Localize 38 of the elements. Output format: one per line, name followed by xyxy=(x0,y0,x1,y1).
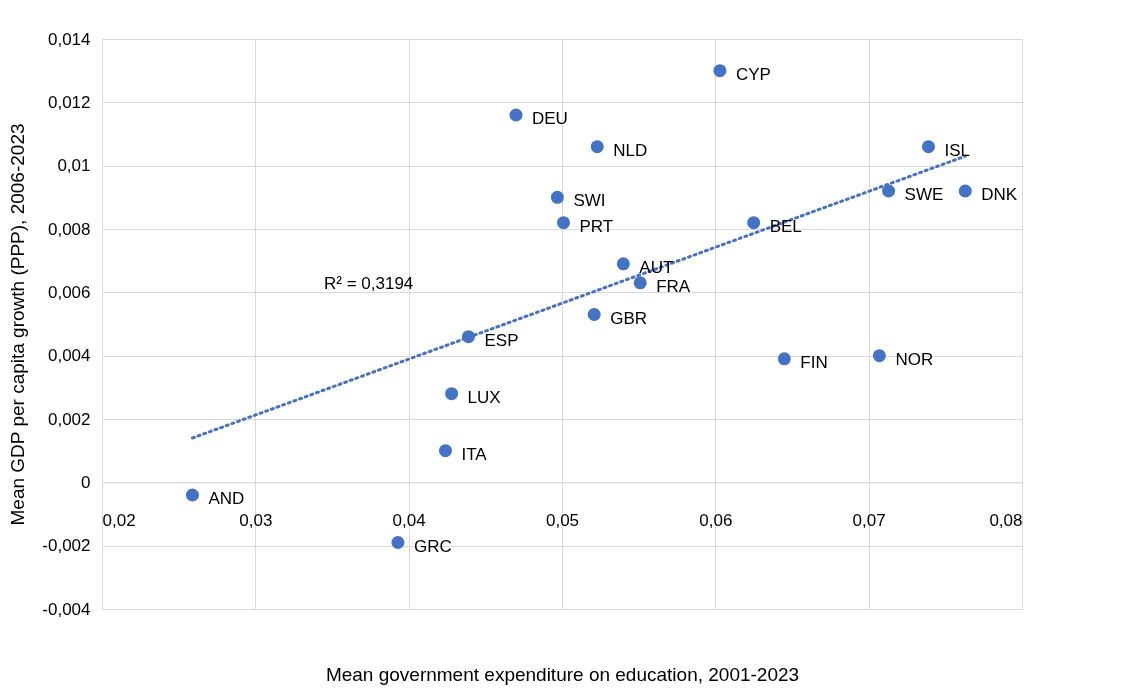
y-tick-label: 0,004 xyxy=(47,346,91,366)
data-label: PRT xyxy=(579,216,614,236)
x-tick-label: 0,06 xyxy=(699,510,733,530)
data-label: SWE xyxy=(904,185,944,204)
data-label: CYP xyxy=(735,64,771,84)
data-label: GBR xyxy=(610,308,648,328)
y-axis-title: Mean GDP per capita growth (PPP), 2006-2023 xyxy=(7,123,29,526)
y-tick-label: 0,006 xyxy=(47,282,91,302)
data-label: DNK xyxy=(981,185,1018,204)
annotation: R² = 0,3194 xyxy=(324,274,414,293)
x-tick-label: 0,03 xyxy=(239,510,273,530)
y-tick-label: -0,002 xyxy=(42,536,91,556)
data-label: LUX xyxy=(467,387,501,407)
data-label: GRC xyxy=(413,536,452,556)
data-label: SWI xyxy=(573,191,606,211)
data-label: FRA xyxy=(656,276,691,296)
y-tick-label: 0,014 xyxy=(47,29,91,49)
data-label: ESP xyxy=(484,330,519,350)
y-tick-label: 0,012 xyxy=(47,92,91,112)
y-tick-label: 0 xyxy=(81,472,91,492)
data-label: BEL xyxy=(769,216,802,236)
data-label: AND xyxy=(208,489,245,508)
data-label: NOR xyxy=(895,349,934,369)
x-tick-label: 0,07 xyxy=(852,510,886,530)
x-axis-title: Mean government expenditure on education, 2001-2023 xyxy=(325,663,800,685)
x-tick-label: 0,05 xyxy=(545,510,580,530)
data-label: NLD xyxy=(613,140,648,160)
x-tick-label: 0,02 xyxy=(102,510,136,530)
y-tick-label: 0,01 xyxy=(57,156,91,176)
data-label: ISL xyxy=(944,140,970,160)
data-label: ITA xyxy=(461,444,488,464)
x-tick-label: 0,08 xyxy=(989,510,1023,530)
data-label: DEU xyxy=(532,109,568,128)
y-tick-label: -0,004 xyxy=(42,599,91,619)
data-label: FIN xyxy=(800,352,828,372)
y-tick-label: 0,008 xyxy=(47,219,91,239)
y-tick-label: 0,002 xyxy=(47,409,91,429)
x-tick-label: 0,04 xyxy=(392,510,426,530)
